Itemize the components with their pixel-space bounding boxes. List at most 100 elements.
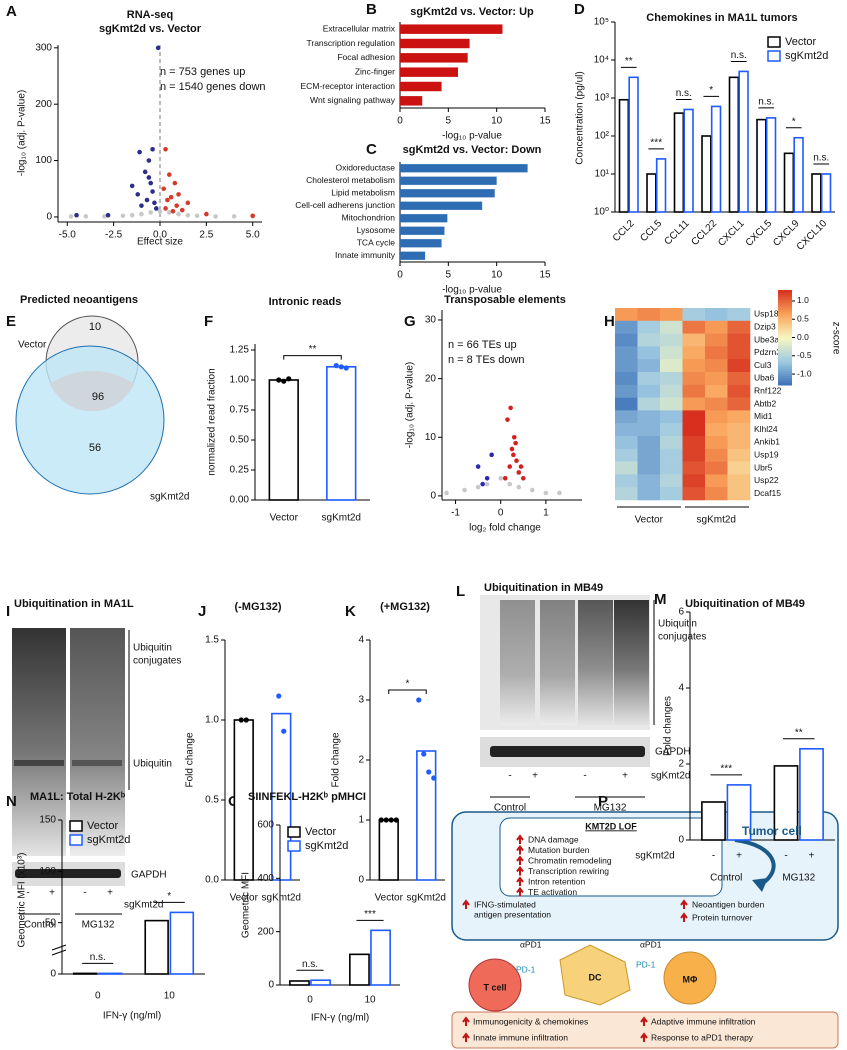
heatmap-cell xyxy=(727,333,751,347)
blot-label: Ubiquitin xyxy=(133,759,172,770)
panel-label: I xyxy=(6,603,10,620)
venn-circle xyxy=(15,345,165,495)
bar xyxy=(289,980,310,986)
group-label: Control xyxy=(494,803,526,814)
colorbar-segment xyxy=(778,366,792,369)
blot-label: GAPDH xyxy=(655,747,691,758)
effect-label: DNA damage xyxy=(528,834,579,844)
bar xyxy=(400,201,483,210)
heatmap-cell xyxy=(637,423,661,437)
y-tick-label: 0 xyxy=(678,835,684,846)
data-point xyxy=(281,378,287,384)
colorbar-segment xyxy=(778,377,792,381)
heatmap-cell xyxy=(660,320,683,334)
colorbar-segment xyxy=(778,330,792,334)
point xyxy=(163,206,168,211)
y-axis-label: Geometric MFI (x10³) xyxy=(17,852,28,947)
x-tick-label: -5.0 xyxy=(59,230,77,241)
x-tick-label: 0.0 xyxy=(153,230,167,241)
row-label: Abtb2 xyxy=(754,398,776,408)
heatmap-cell xyxy=(682,333,706,347)
heatmap-cell xyxy=(682,487,706,501)
blot-band xyxy=(14,760,64,766)
macrophage xyxy=(663,951,717,1005)
venn-set-label: Vector xyxy=(18,340,47,351)
point xyxy=(462,487,467,493)
x-tick-label: 10 xyxy=(164,991,176,1002)
x-tick-label: sgKmt2d xyxy=(322,513,361,524)
x-tick-label: 15 xyxy=(539,116,551,127)
y-tick-label: 300 xyxy=(35,42,52,53)
x-axis-label: log₂ fold change xyxy=(469,523,541,534)
y-tick-label: 0.00 xyxy=(230,495,250,506)
legend-swatch xyxy=(69,834,83,846)
y-tick-label: 10⁴ xyxy=(594,55,609,66)
point xyxy=(155,45,161,51)
y-axis-label: normalized read fraction xyxy=(207,368,218,475)
results-box xyxy=(451,1011,839,1049)
point xyxy=(507,464,513,469)
colorbar-tick-label: -1.0 xyxy=(797,368,812,378)
y-tick-label: 3 xyxy=(358,695,364,706)
colorbar-segment xyxy=(778,342,792,346)
point xyxy=(120,213,126,219)
heatmap-cell xyxy=(615,384,638,398)
significance-label: n.s. xyxy=(676,88,692,99)
point xyxy=(150,146,155,152)
colorbar-tick-label: 1.0 xyxy=(797,295,809,305)
chart-title: SIINFEKL-H2Kᵇ pMHCI xyxy=(248,791,366,803)
heatmap-cell xyxy=(660,448,683,462)
point xyxy=(176,192,181,197)
point xyxy=(135,192,141,197)
y-tick-label: 0.75 xyxy=(230,405,250,416)
bar xyxy=(618,98,630,213)
y-tick-label: 6 xyxy=(678,607,684,618)
colorbar-tick-label: 0.0 xyxy=(797,332,809,342)
x-tick-label: 0 xyxy=(498,508,504,519)
sub-label: - xyxy=(712,851,715,862)
category-label: Extracellular matrix xyxy=(323,23,396,33)
point xyxy=(498,476,504,481)
row-label: Uba6 xyxy=(754,373,775,383)
point xyxy=(502,476,508,481)
up-arrow xyxy=(640,1032,648,1042)
heatmap-cell xyxy=(727,474,751,488)
heatmap-cell xyxy=(660,436,683,450)
colorbar-segment xyxy=(778,299,792,303)
y-tick-label: 0.25 xyxy=(230,465,250,476)
x-tick-label: CCL2 xyxy=(611,218,637,244)
category-label: Focal adhesion xyxy=(337,52,395,62)
x-axis-label: Effect size xyxy=(137,237,183,248)
panel-label: C xyxy=(366,141,377,158)
colorbar-segment xyxy=(778,339,792,343)
heatmap-cell xyxy=(615,448,638,462)
x-tick-label: 0 xyxy=(95,991,101,1002)
heatmap-cell xyxy=(615,436,638,450)
bar xyxy=(416,750,437,881)
blot-lane xyxy=(500,600,535,725)
bar xyxy=(400,251,426,260)
x-tick-label: 5.0 xyxy=(246,230,260,241)
heatmap-cell xyxy=(705,461,728,475)
up-arrow xyxy=(680,912,688,922)
arrow-head xyxy=(752,878,768,892)
row-label: Dzip3 xyxy=(754,321,776,331)
panel-label: K xyxy=(345,603,356,620)
heatmap-cell xyxy=(660,346,683,360)
y-axis-label: Fold changes xyxy=(663,696,674,756)
heatmap-cell xyxy=(637,372,661,386)
panel-label: B xyxy=(366,1,377,18)
colorbar-segment xyxy=(778,351,792,355)
group-label: MG132 xyxy=(82,920,115,931)
lane-sign: + xyxy=(622,771,628,782)
x-tick-label: MG132 xyxy=(782,873,815,884)
heatmap-cell xyxy=(705,384,728,398)
colorbar-segment xyxy=(778,363,792,367)
y-axis-label: Geometric MFI xyxy=(241,872,252,938)
heatmap-cell xyxy=(727,372,751,386)
heatmap-cell xyxy=(660,308,683,322)
y-tick-label: 10³ xyxy=(595,93,610,104)
sub-label: + xyxy=(736,851,742,862)
heatmap-cell xyxy=(705,372,728,386)
y-tick-label: 10 xyxy=(425,432,437,443)
